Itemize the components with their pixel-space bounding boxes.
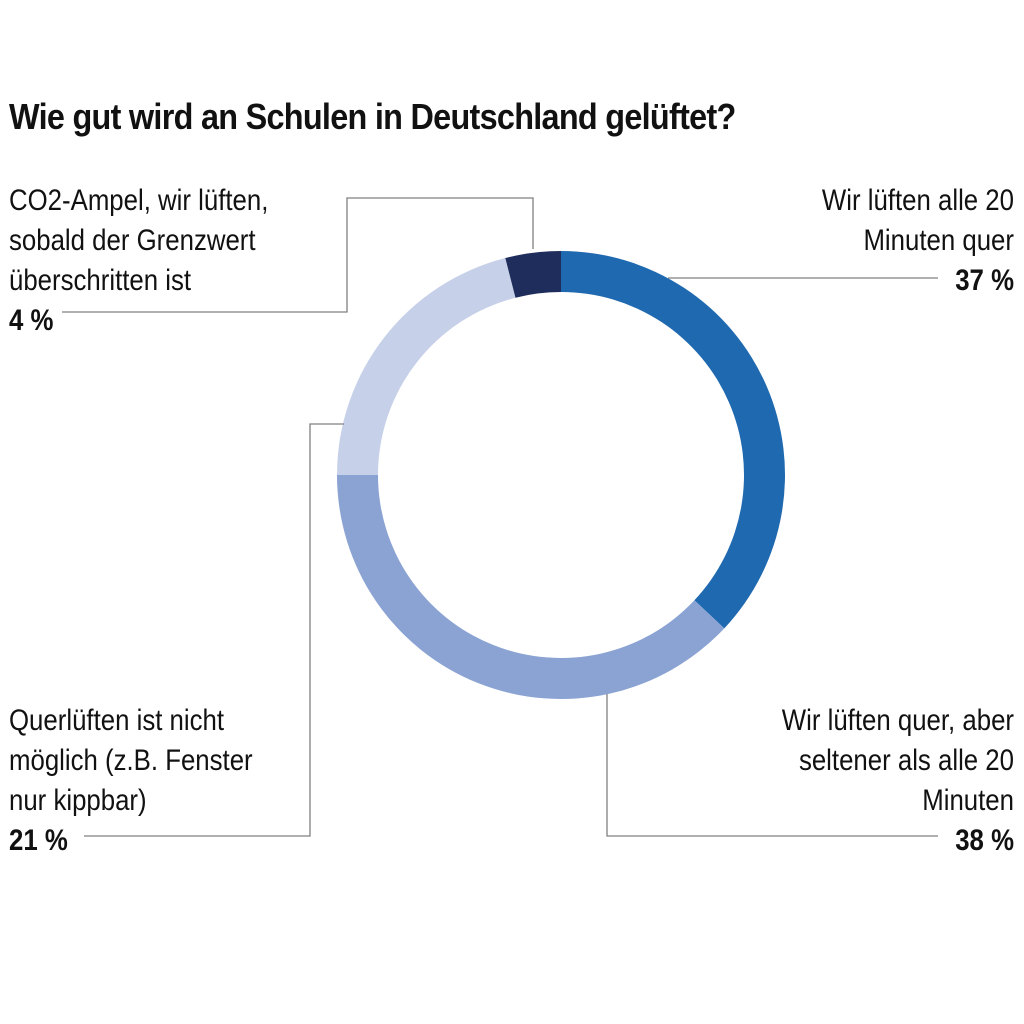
slice-label-co2-ampel-line-3: überschritten ist: [9, 263, 191, 296]
slice-label-less-often-line-2: seltener als alle 20: [799, 743, 1014, 776]
slice-percent-every-20-min: 37 %: [955, 263, 1014, 296]
leader-line-not-possible: [84, 423, 344, 837]
label-group-every-20-min: Wir lüften alle 20 Minuten quer 37 %: [822, 183, 1014, 296]
slice-label-every-20-min-line-1: Wir lüften alle 20: [822, 183, 1014, 216]
leader-line-co2-ampel: [62, 197, 534, 313]
slice-label-less-often-line-1: Wir lüften quer, aber: [782, 703, 1014, 736]
label-group-less-often: Wir lüften quer, aber seltener als alle 2…: [782, 703, 1014, 856]
slice-label-every-20-min-line-2: Minuten quer: [863, 223, 1014, 256]
slice-label-co2-ampel-line-2: sobald der Grenzwert: [9, 223, 256, 256]
label-group-not-possible: Querlüften ist nicht möglich (z.B. Fenste…: [9, 703, 253, 856]
slice-label-not-possible-line-1: Querlüften ist nicht: [9, 703, 224, 736]
label-group-co2-ampel: CO2-Ampel, wir lüften, sobald der Grenzwe…: [9, 183, 268, 336]
slice-label-less-often-line-3: Minuten: [922, 783, 1014, 816]
slice-less-often: [337, 475, 725, 700]
slice-percent-co2-ampel: 4 %: [9, 303, 54, 336]
slice-label-co2-ampel-line-1: CO2-Ampel, wir lüften,: [9, 183, 268, 216]
slice-label-not-possible-line-2: möglich (z.B. Fenster: [9, 743, 253, 776]
chart-title: Wie gut wird an Schulen in Deutschland g…: [9, 96, 736, 137]
slice-label-not-possible-line-3: nur kippbar): [9, 783, 147, 816]
leader-lines: [62, 197, 938, 837]
slice-percent-less-often: 38 %: [955, 823, 1014, 856]
slice-not-possible: [337, 258, 516, 475]
slice-co2-ampel: [505, 251, 561, 298]
slice-percent-not-possible: 21 %: [9, 823, 68, 856]
leader-line-less-often: [606, 694, 938, 837]
donut-slices: [337, 251, 786, 700]
slice-every-20-min: [561, 251, 786, 629]
